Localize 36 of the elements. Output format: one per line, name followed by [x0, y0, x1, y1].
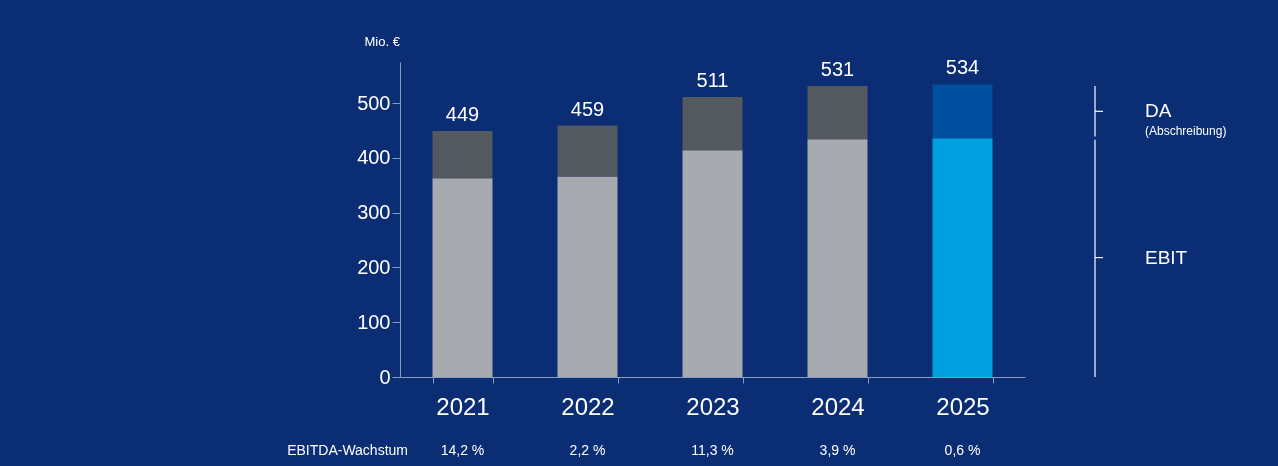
y-tick-label: 500	[357, 91, 391, 114]
x-tick-label: 2021	[436, 392, 490, 420]
y-tick-label: 400	[357, 146, 391, 169]
bar	[682, 97, 743, 151]
total-label: 459	[570, 97, 605, 120]
y-tick-label: 300	[357, 201, 391, 224]
bar	[432, 178, 493, 377]
text: 11,3 %	[691, 442, 734, 458]
bar	[432, 131, 493, 179]
y-tick-label: 100	[357, 310, 391, 333]
total-label: 534	[945, 56, 980, 79]
text: EBITDA-Wachstum	[287, 442, 408, 458]
y-tick-label: 0	[379, 365, 391, 388]
text: 3,9 %	[819, 442, 856, 458]
total-label: 449	[445, 103, 480, 126]
x-tick-label: 2023	[686, 392, 740, 420]
bar	[932, 84, 993, 139]
text: EBIT	[1145, 246, 1188, 268]
total-label: 531	[820, 58, 855, 81]
text: DA	[1145, 100, 1172, 122]
bar	[557, 176, 618, 377]
bar	[557, 125, 618, 177]
text: (Abschreibung)	[1145, 124, 1227, 139]
total-label: 511	[696, 69, 729, 92]
x-tick-label: 2024	[811, 392, 865, 420]
text: 14,2 %	[440, 442, 485, 458]
x-tick-label: 2025	[936, 392, 990, 420]
x-tick-label: 2022	[561, 392, 615, 420]
text: 2,2 %	[569, 442, 606, 458]
text: 0,6 %	[944, 442, 981, 458]
bar	[807, 139, 868, 377]
bar	[932, 138, 993, 377]
bar	[682, 150, 743, 377]
bar	[807, 86, 868, 140]
y-tick-label: 200	[357, 255, 391, 278]
y-axis-title: Mio. €	[364, 33, 401, 49]
